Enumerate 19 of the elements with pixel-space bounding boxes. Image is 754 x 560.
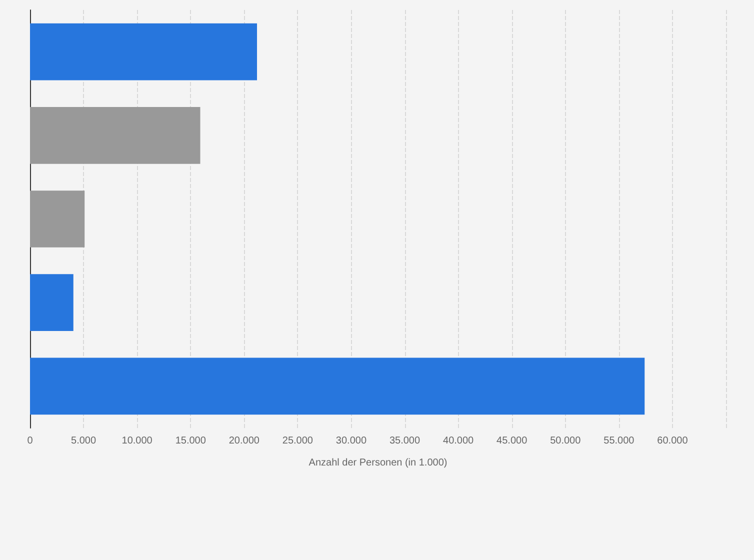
x-tick-label: 25.000	[282, 436, 314, 446]
x-tick-label: 15.000	[175, 436, 206, 446]
bar	[30, 190, 85, 248]
bar	[30, 23, 258, 80]
bar	[30, 358, 645, 415]
x-tick-label: 35.000	[389, 436, 420, 446]
bar	[30, 106, 200, 164]
bar	[30, 274, 74, 332]
x-tick-label: 50.000	[550, 436, 582, 446]
x-tick-label: 0	[27, 436, 34, 446]
x-tick-label: 5.000	[71, 436, 96, 446]
x-tick-label: 45.000	[496, 436, 528, 446]
x-tick-label: 10.000	[122, 436, 153, 446]
x-tick-label: 30.000	[336, 436, 367, 446]
x-axis-title: Anzahl der Personen (in 1.000)	[308, 458, 448, 468]
x-tick-label: 20.000	[228, 436, 260, 446]
x-tick-label: 40.000	[443, 436, 474, 446]
x-tick-label: 55.000	[604, 436, 635, 446]
x-tick-label: 60.000	[657, 436, 688, 446]
